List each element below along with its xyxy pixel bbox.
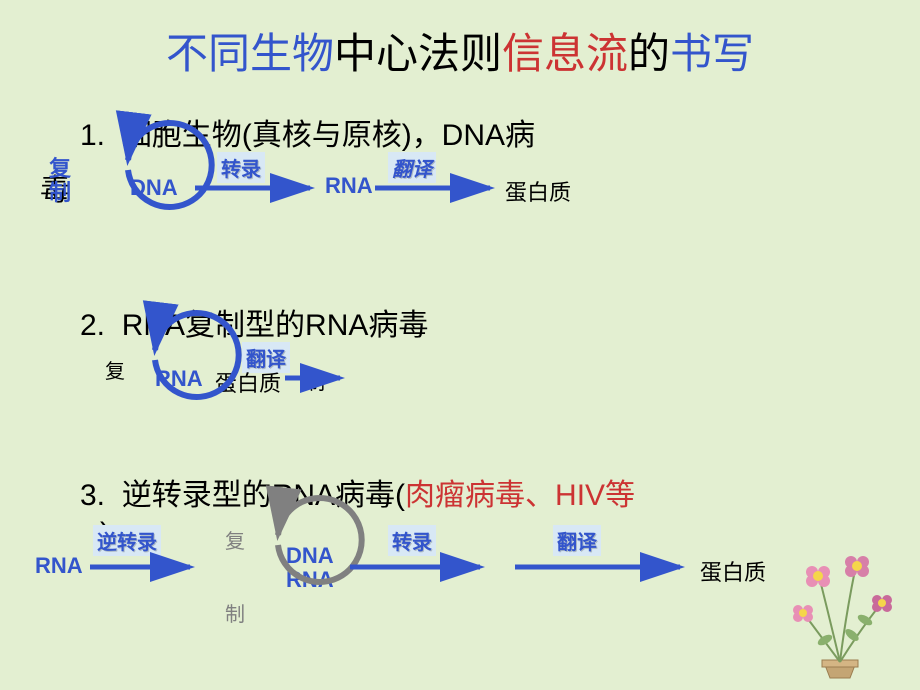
title-part-2: 中心法则: [334, 32, 502, 78]
list-item-2: 2. RNA复制型的RNA病毒: [80, 300, 428, 344]
d3-rna2-node: RNA: [286, 567, 334, 593]
item1-text: 细胞生物(真核与原核)，DNA病: [122, 119, 535, 152]
d1-rna-node: RNA: [325, 175, 365, 197]
d1-fuzhi-text: 复制: [49, 157, 71, 205]
title-part-3: 信息流: [502, 32, 628, 78]
list-item-3: 3. 逆转录型的RNA病毒(肉瘤病毒、HIV等: [80, 470, 635, 514]
d2-protein: 蛋白质: [215, 366, 281, 398]
d1-protein: 蛋白质: [505, 175, 571, 207]
d2-zhi-label: 制: [305, 366, 325, 395]
d2-rna-node: RNA: [155, 366, 203, 392]
d3-protein: 蛋白质: [700, 555, 766, 587]
d3-fuzhi-bot: 制: [225, 598, 245, 627]
title-part-5: 书写: [670, 32, 754, 78]
d3-rna1-node: RNA: [35, 555, 75, 577]
list-item-1: 1. 细胞生物(真核与原核)，DNA病: [80, 110, 535, 154]
d1-fuzhi-label: 复制: [49, 157, 71, 205]
d1-zhuanlu-label: 转录: [217, 152, 265, 183]
d1-fanyi-label: 翻译: [388, 152, 436, 183]
d3-fanyi-label: 翻译: [553, 525, 601, 556]
d3-zhuanlu-label: 转录: [388, 525, 436, 556]
item3-num: 3.: [80, 479, 105, 512]
title-part-1: 不同生物: [166, 32, 334, 78]
d3-fuzhi-top: 复: [225, 525, 245, 554]
flower-decoration-icon: [770, 520, 910, 680]
title-part-4: 的: [628, 32, 670, 78]
item3-text-a: 逆转录型的RNA病毒(: [122, 479, 405, 512]
item2-text: RNA复制型的RNA病毒: [122, 309, 429, 342]
item1-num: 1.: [80, 119, 105, 152]
page-title: 不同生物中心法则信息流的书写: [0, 0, 920, 81]
d1-dna-node: DNA: [130, 175, 178, 201]
d3-dna-node: DNA: [286, 543, 334, 569]
item2-num: 2.: [80, 309, 105, 342]
d2-fu-label: 复: [105, 355, 125, 384]
item3-text-b: 肉瘤病毒、HIV等: [405, 479, 635, 512]
d3-nizhuanlu-label: 逆转录: [93, 525, 161, 556]
